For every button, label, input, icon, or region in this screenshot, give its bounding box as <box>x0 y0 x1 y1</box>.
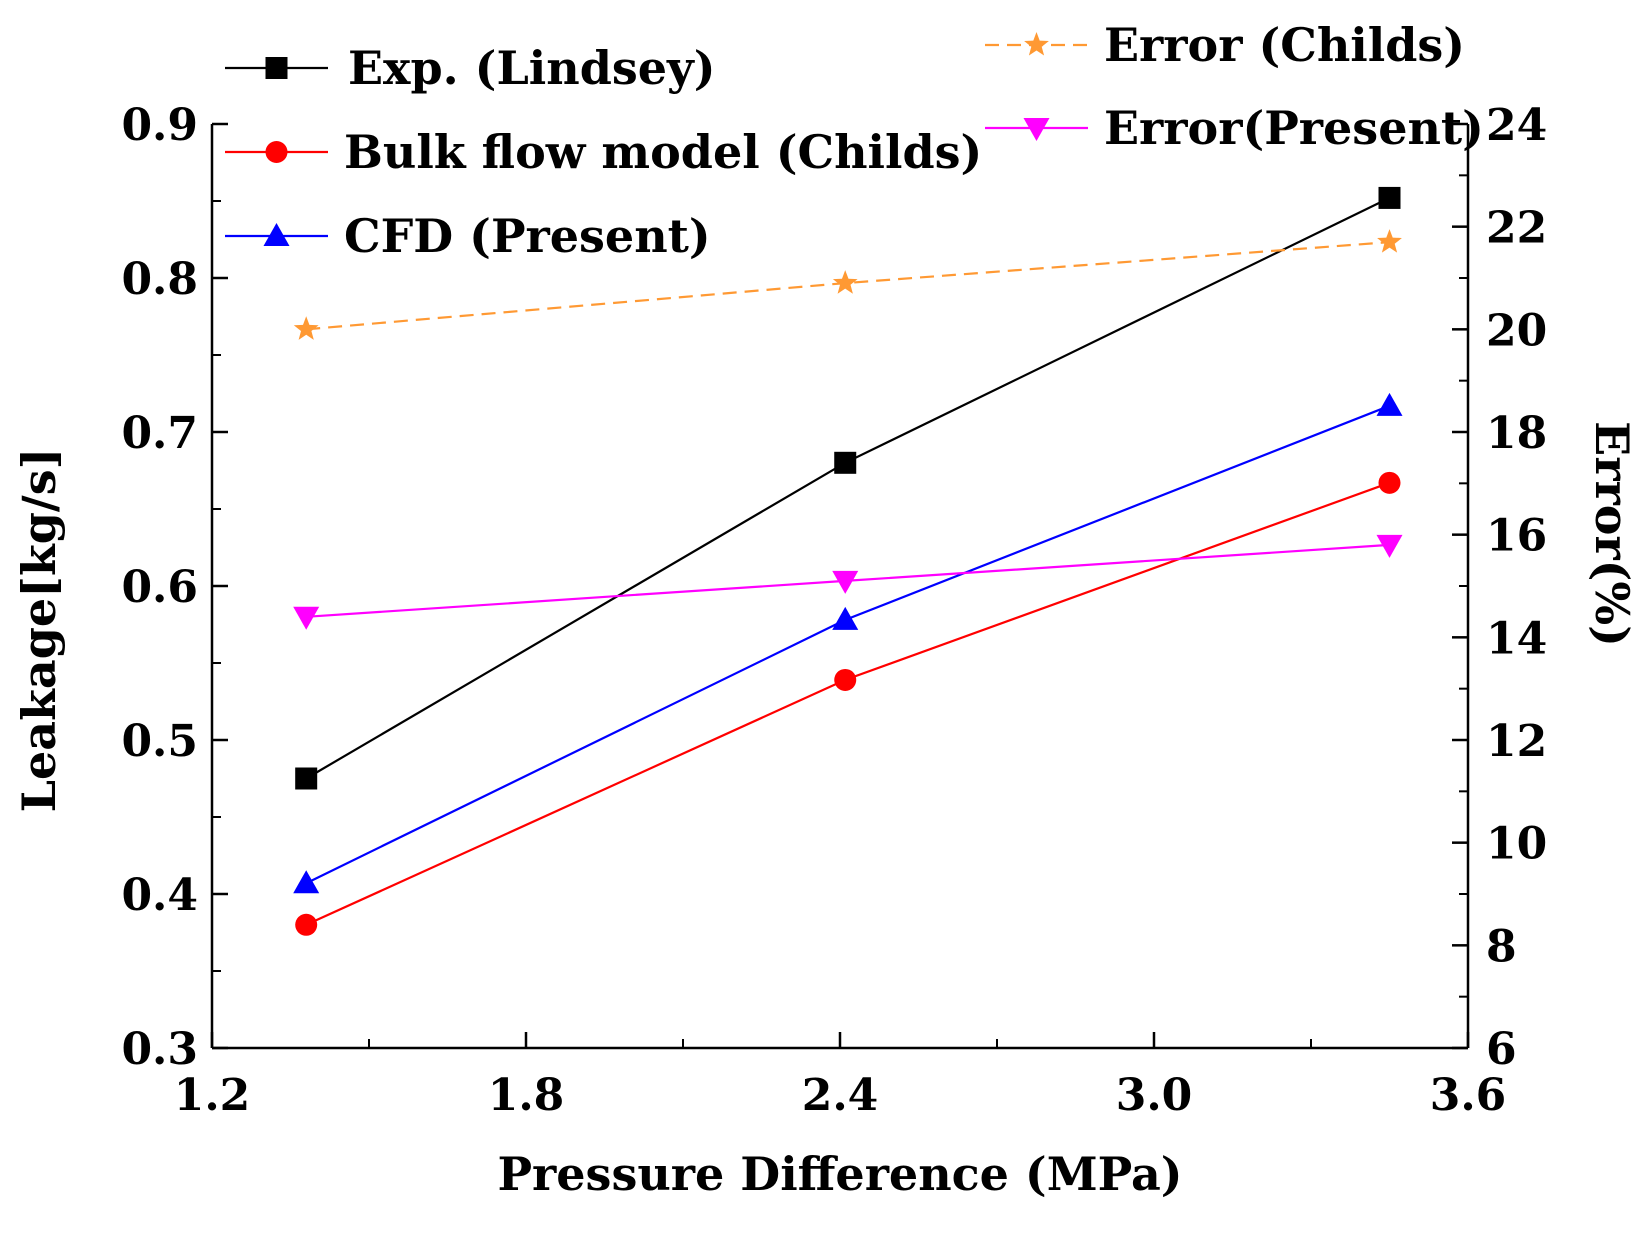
data-point <box>1378 186 1401 209</box>
data-point <box>295 767 318 790</box>
legend-label: Bulk flow model (Childs) <box>344 125 982 179</box>
y-axis-title: Leakage[kg/s] <box>12 448 66 813</box>
y2-tick-label: 16 <box>1486 511 1547 562</box>
legend-label: CFD (Present) <box>344 209 711 263</box>
y2-tick-label: 18 <box>1486 408 1547 459</box>
y2-axis-title: Error(%) <box>1585 421 1637 647</box>
series-1 <box>295 471 1401 936</box>
legend-item-2: CFD (Present) <box>225 209 711 263</box>
series-4 <box>293 534 1403 630</box>
y2-tick-label: 6 <box>1486 1024 1517 1075</box>
axes-layer: 1.2 1.8 2.4 3.0 3.6 0.3 0.4 0.5 0.6 0.7 0.8 0.9 6 8 10… <box>121 100 1547 1121</box>
y2-tick-label: 20 <box>1486 305 1547 356</box>
legend-label: Error(Present) <box>1104 101 1484 155</box>
legend-marker <box>1023 118 1050 141</box>
series-0 <box>295 186 1401 790</box>
y2-tick-label: 10 <box>1486 819 1547 870</box>
legend-item-3: Error (Childs) <box>985 18 1465 72</box>
legend-marker <box>265 141 288 163</box>
data-point <box>834 451 857 474</box>
data-point <box>832 570 859 594</box>
y-tick-label: 0.3 <box>121 1024 198 1075</box>
x-tick-label: 2.4 <box>802 1070 879 1121</box>
y2-tick-label: 8 <box>1486 921 1517 972</box>
legend-marker <box>1024 32 1049 56</box>
y-tick-label: 0.4 <box>121 870 198 921</box>
data-point <box>293 870 320 894</box>
y2-tick-label: 24 <box>1486 100 1547 151</box>
data-point <box>832 270 858 294</box>
legend-marker <box>265 57 288 79</box>
data-point <box>1377 229 1402 253</box>
y-tick-label: 0.8 <box>121 254 198 305</box>
x-axis-title: Pressure Difference (MPa) <box>497 1147 1182 1201</box>
series-3 <box>293 229 1402 340</box>
legend-layer: Exp. (Lindsey) Bulk flow model (Childs) CF… <box>225 18 1484 263</box>
data-point <box>1376 392 1403 416</box>
legend-item-1: Bulk flow model (Childs) <box>225 125 982 179</box>
legend-item-0: Exp. (Lindsey) <box>225 41 716 95</box>
data-point <box>1378 471 1401 494</box>
y-tick-label: 0.5 <box>121 716 198 767</box>
x-tick-label: 1.2 <box>174 1070 251 1121</box>
legend-marker <box>263 223 290 246</box>
y2-tick-label: 12 <box>1486 716 1547 767</box>
x-tick-label: 3.0 <box>1116 1070 1193 1121</box>
data-point <box>293 316 319 340</box>
x-tick-label: 3.6 <box>1430 1070 1507 1121</box>
y2-tick-label: 14 <box>1486 613 1547 664</box>
data-point <box>834 668 857 691</box>
data-point <box>295 913 318 936</box>
y-tick-label: 0.6 <box>121 562 198 613</box>
y-tick-label: 0.9 <box>121 100 198 151</box>
y2-tick-label: 22 <box>1486 203 1547 254</box>
data-point <box>832 606 859 630</box>
legend-label: Exp. (Lindsey) <box>348 41 716 95</box>
data-point <box>293 606 320 630</box>
x-tick-label: 1.8 <box>488 1070 565 1121</box>
series-layer <box>293 186 1403 936</box>
legend-label: Error (Childs) <box>1104 18 1465 72</box>
legend-item-4: Error(Present) <box>985 101 1484 155</box>
series-2 <box>293 392 1403 894</box>
data-point <box>1376 534 1403 558</box>
y-tick-label: 0.7 <box>121 408 198 459</box>
